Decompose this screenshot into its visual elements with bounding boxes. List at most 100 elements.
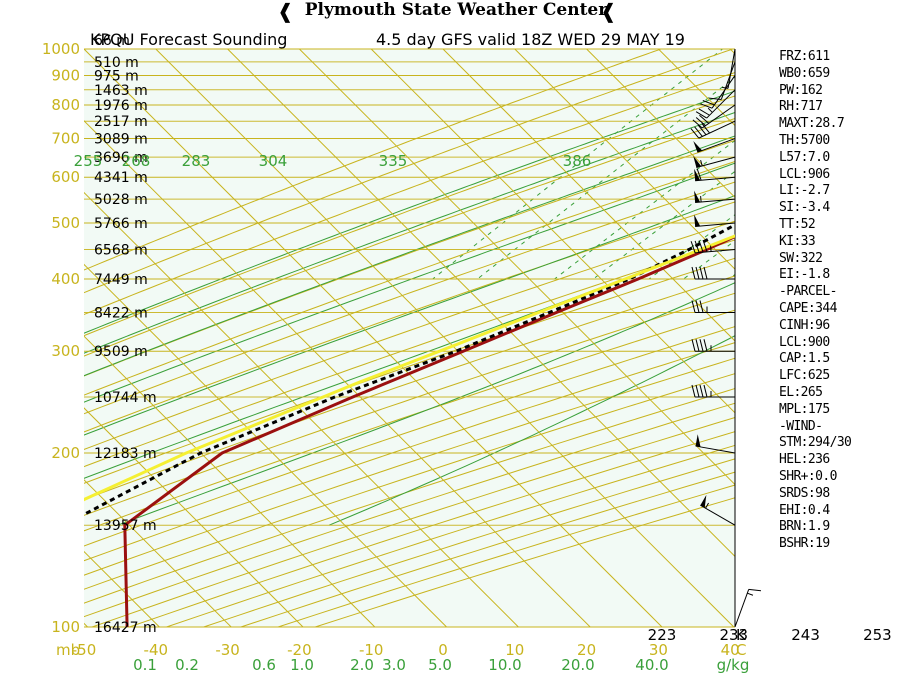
wind-barb	[694, 214, 736, 227]
sounding-index: BSHR:19	[779, 536, 830, 552]
wind-barb	[694, 190, 736, 204]
temperature-tick-label: 30	[649, 641, 668, 659]
wind-barb-staff	[695, 222, 736, 227]
height-label: 4341 m	[94, 170, 148, 186]
dry-adiabat-line	[84, 139, 735, 377]
pressure-tick-label: 600	[51, 168, 80, 186]
temperature-tick-label: -40	[144, 641, 169, 659]
dry-adiabat-line	[84, 357, 735, 576]
pressure-axis-unit: mb	[56, 641, 80, 659]
kelvin-tick-label: 233	[719, 626, 748, 644]
dry-adiabat-line	[84, 49, 735, 294]
sounding-index: -PARCEL-	[779, 284, 837, 300]
height-label: 7449 m	[94, 272, 148, 288]
dry-adiabat-line	[84, 309, 735, 532]
sounding-index: -WIND-	[779, 418, 823, 434]
wind-barb	[700, 494, 736, 526]
sounding-index: CAP:1.5	[779, 351, 830, 367]
sounding-index: PW:162	[779, 82, 823, 98]
isotherm-line	[84, 479, 232, 627]
sounding-index: L57:7.0	[779, 149, 830, 165]
isotherm-line	[0, 49, 16, 627]
wind-barb-half	[747, 592, 754, 596]
sounding-index: LI:-2.7	[779, 183, 830, 199]
theta-e-label: 335	[379, 152, 408, 170]
isotherm-line	[84, 191, 519, 627]
sounding-index: SI:-3.4	[779, 200, 830, 216]
wind-barb-full	[699, 339, 704, 352]
height-label: 2517 m	[94, 114, 148, 130]
wind-barb-full	[695, 300, 700, 313]
wind-barb-pennant	[693, 140, 703, 153]
sounding-index: WB0:659	[779, 65, 830, 81]
wind-flag-left-icon: ❰	[277, 0, 294, 23]
height-label: 975 m	[94, 68, 139, 84]
wind-barb-full	[692, 119, 703, 129]
isobars	[84, 48, 735, 628]
wind-barb-staff	[701, 104, 736, 129]
mixing-ratio-tick-label: 40.0	[635, 656, 668, 673]
theta-e-label: 255	[74, 152, 103, 170]
wind-barb-pennant	[694, 214, 701, 227]
sounding-index: FRZ:611	[779, 49, 830, 64]
sounding-index: SHR+:0.0	[779, 468, 837, 484]
wind-barb-staff	[695, 176, 736, 182]
wind-barb	[734, 588, 762, 628]
wind-barb-full	[702, 240, 708, 253]
wind-barb-full	[691, 266, 696, 280]
mixing-ratio-line	[648, 214, 735, 280]
wind-barb-staff	[711, 75, 736, 109]
sounding-index: EL:265	[779, 384, 823, 400]
sounding-index: LFC:625	[779, 368, 830, 384]
mixing-ratio-line	[554, 139, 735, 280]
mixing-ratio-tick-label: 0.1	[133, 656, 157, 673]
wind-barb-full	[701, 123, 711, 134]
temperature-tick-label: -30	[215, 641, 240, 659]
height-label: 3696 m	[94, 150, 148, 166]
wind-barb-full	[703, 384, 708, 398]
sounding-index: EI:-1.8	[779, 267, 830, 283]
pressure-tick-label: 1000	[42, 40, 80, 58]
isotherm-line	[155, 49, 735, 627]
sounding-index: SW:322	[779, 250, 823, 266]
theta-e-label: 304	[259, 152, 288, 170]
height-label: 3089 m	[94, 132, 148, 148]
kelvin-tick-label: 223	[648, 626, 677, 644]
isotherm-line	[84, 263, 447, 627]
isotherm-line	[84, 335, 376, 627]
dry-adiabat-line	[84, 326, 735, 547]
parcel-trace	[84, 234, 735, 502]
pressure-tick-label: 900	[51, 66, 80, 84]
dewpoint-trace	[84, 223, 735, 517]
wind-barb-full	[690, 241, 696, 254]
sounding-index: CAPE:344	[779, 300, 837, 316]
wind-barb-half	[705, 502, 709, 509]
dry-adiabat-line	[84, 220, 735, 450]
wind-barb-full	[708, 97, 722, 100]
sounding-index: LCL:906	[779, 166, 830, 182]
isotherm-line	[84, 407, 304, 627]
wind-barb	[692, 104, 736, 129]
height-label: 5028 m	[94, 192, 148, 208]
temperature-tick-label: 40	[721, 641, 740, 659]
wind-barb-full	[699, 114, 710, 124]
mixing-ratio-axis-unit: g/kg	[717, 656, 750, 673]
wind-barb	[691, 300, 735, 314]
mixing-ratio-lines	[432, 49, 735, 280]
chart-subtitle-right: 4.5 day GFS valid 18Z WED 29 MAY 19	[376, 30, 685, 49]
dry-adiabat-line	[84, 160, 735, 396]
wind-barb-pennant	[700, 494, 707, 508]
height-label: 510 m	[94, 55, 139, 71]
wind-barb-full	[698, 240, 704, 253]
sounding-index: MPL:175	[779, 401, 830, 417]
dry-adiabat-line	[84, 181, 735, 415]
sounding-index: HEL:236	[779, 452, 830, 468]
isotherms	[0, 49, 735, 627]
dry-adiabat-line	[84, 71, 735, 316]
mixing-ratio-tick-label: 20.0	[561, 656, 594, 673]
wind-barbs	[690, 48, 762, 628]
temperature-axis-unit: C	[736, 641, 746, 659]
mixing-ratio-tick-label: 0.2	[175, 656, 199, 673]
dry-adiabat-line	[84, 95, 735, 337]
